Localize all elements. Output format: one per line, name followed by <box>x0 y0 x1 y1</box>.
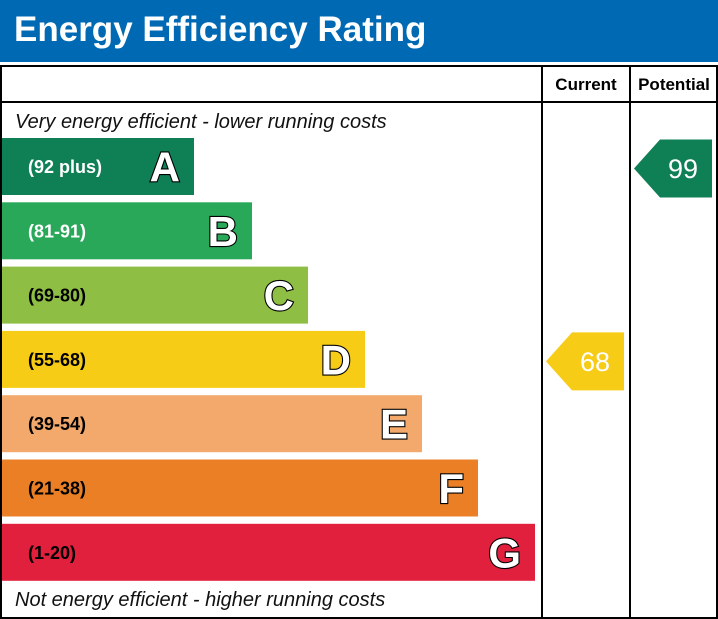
page-title: Energy Efficiency Rating <box>14 10 427 49</box>
band-range-label: (92 plus) <box>28 157 102 177</box>
band-d: (55-68) D <box>2 330 365 388</box>
rating-bands: (92 plus) A (81-91) B (69-80) C (55-68) D (39-54… <box>2 138 535 581</box>
current-column-header: Current <box>555 75 617 94</box>
band-letter: A <box>150 144 180 191</box>
header-bar: Energy Efficiency Rating <box>0 0 718 62</box>
band-range-label: (69-80) <box>28 286 86 306</box>
efficient-note: Very energy efficient - lower running co… <box>15 111 387 133</box>
table-frame <box>0 65 718 619</box>
band-range-label: (1-20) <box>28 543 76 563</box>
band-range-label: (21-38) <box>28 479 86 499</box>
inefficient-note: Not energy efficient - higher running co… <box>15 589 385 611</box>
band-bar-c <box>2 266 308 324</box>
band-letter: E <box>380 401 408 448</box>
band-a: (92 plus) A <box>2 138 194 195</box>
band-e: (39-54) E <box>2 395 422 453</box>
band-bar-b <box>2 202 252 260</box>
band-bar-e <box>2 395 422 453</box>
band-f: (21-38) F <box>2 459 478 517</box>
band-c: (69-80) C <box>2 266 308 324</box>
potential-rating-marker-arrow <box>634 139 712 198</box>
potential-rating-marker: 99 <box>634 139 712 198</box>
rating-markers: 68 99 <box>546 139 712 391</box>
band-letter: B <box>208 208 238 255</box>
band-b: (81-91) B <box>2 202 252 260</box>
potential-rating-marker-value: 99 <box>668 154 698 184</box>
band-letter: G <box>488 529 521 576</box>
potential-column-header: Potential <box>638 75 710 94</box>
band-bar-f <box>2 459 478 517</box>
current-rating-marker: 68 <box>546 332 624 391</box>
band-range-label: (81-91) <box>28 221 86 241</box>
outer-border <box>0 65 718 619</box>
band-range-label: (39-54) <box>28 414 86 434</box>
band-g: (1-20) G <box>2 523 535 581</box>
band-range-label: (55-68) <box>28 350 86 370</box>
band-bar-a <box>2 138 194 195</box>
band-bar-d <box>2 330 365 388</box>
band-letter: D <box>321 336 351 383</box>
band-bar-g <box>2 523 535 581</box>
current-rating-marker-arrow <box>546 332 624 391</box>
band-letter: C <box>264 272 294 319</box>
current-rating-marker-value: 68 <box>580 347 610 377</box>
band-letter: F <box>438 465 464 512</box>
